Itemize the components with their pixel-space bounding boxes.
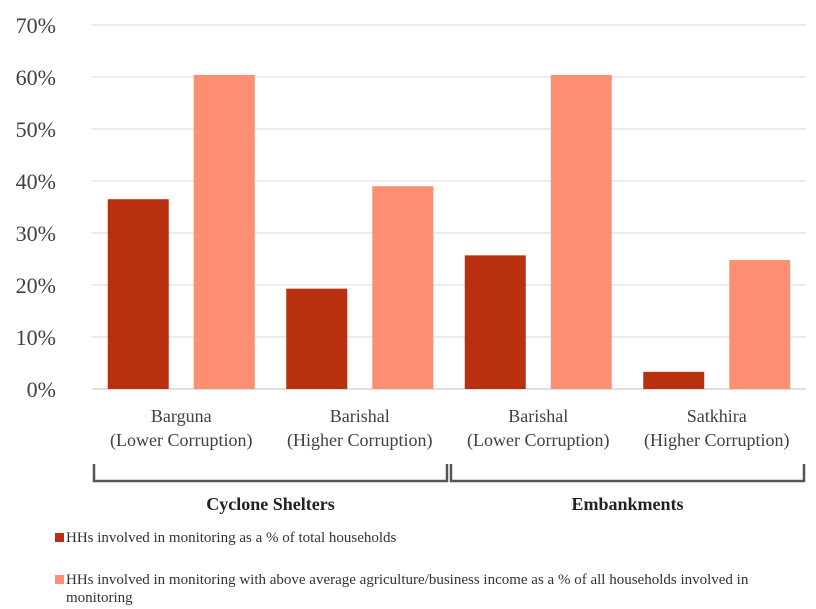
- y-tick-label: 50%: [16, 117, 56, 142]
- legend-item-1: HHs involved in monitoring as a % of tot…: [55, 529, 396, 547]
- bar-1-1: [107, 199, 169, 389]
- category-labels: Barguna (Lower Corruption) Barishal (Higher…: [110, 406, 789, 451]
- legend-label-2: HHs involved in monitoring with above av…: [66, 572, 749, 606]
- legend-label-1: HHs involved in monitoring as a % of tot…: [66, 530, 397, 546]
- bar-chart: 0% 10% 20% 30% 40% 50% 60% 70% Barguna (Lower Co…: [16, 13, 806, 514]
- y-tick-label: 20%: [16, 273, 56, 298]
- y-tick-label: 30%: [16, 221, 56, 246]
- bar-2-2: [372, 186, 434, 389]
- y-tick-label: 10%: [16, 325, 56, 350]
- group-brackets: Cyclone Shelters Embankments: [92, 464, 806, 514]
- group-bracket: [92, 464, 449, 483]
- legend-swatch-1: [55, 533, 64, 542]
- category-label: Barishal: [508, 406, 568, 426]
- bar-2-1: [193, 74, 255, 390]
- category-label: (Higher Corruption): [287, 430, 432, 451]
- category-label: (Lower Corruption): [467, 430, 609, 451]
- bar-1-4: [643, 371, 705, 389]
- group-label: Cyclone Shelters: [206, 494, 334, 514]
- category-label: Barguna: [151, 406, 212, 426]
- y-tick-label: 0%: [27, 377, 56, 402]
- y-tick-label: 40%: [16, 169, 56, 194]
- group-label: Embankments: [571, 494, 683, 514]
- group-bracket: [449, 464, 806, 483]
- legend-item-2: HHs involved in monitoring with above av…: [55, 571, 815, 607]
- category-label: (Lower Corruption): [110, 430, 252, 451]
- y-tick-label: 70%: [16, 13, 56, 38]
- category-label: Satkhira: [687, 406, 747, 426]
- category-label: Barishal: [330, 406, 390, 426]
- bar-2-3: [550, 74, 612, 390]
- bar-1-3: [464, 255, 526, 389]
- y-tick-label: 60%: [16, 65, 56, 90]
- bars: [107, 74, 791, 390]
- bar-2-4: [729, 260, 791, 389]
- category-label: (Higher Corruption): [644, 430, 789, 451]
- legend-swatch-2: [55, 575, 64, 584]
- y-axis-ticks: 0% 10% 20% 30% 40% 50% 60% 70%: [16, 13, 56, 402]
- bar-1-2: [286, 288, 348, 389]
